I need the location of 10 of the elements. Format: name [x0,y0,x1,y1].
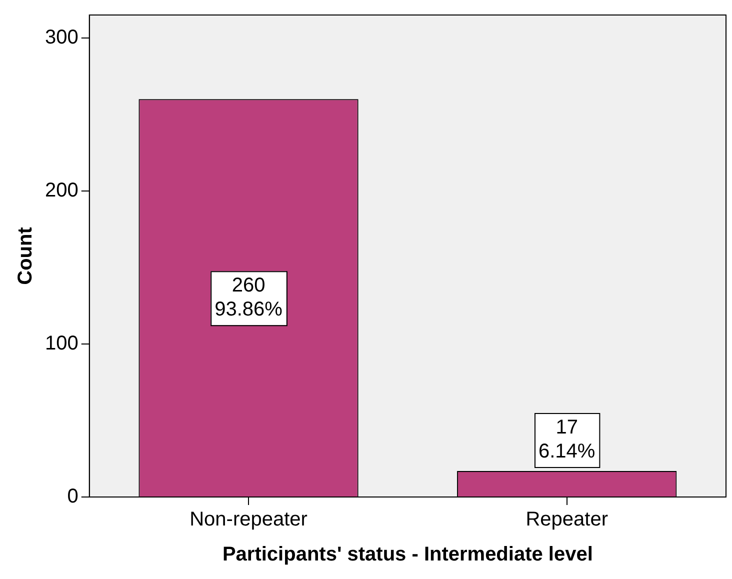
y-tick-label: 300 [44,26,78,48]
data-label: 17 6.14% [538,416,596,463]
y-axis-title: Count [14,226,37,285]
y-tick-label: 0 [67,486,78,508]
y-tick-label: 100 [44,332,78,354]
x-tick-label: Repeater [526,508,608,531]
x-tick-label: Non-repeater [190,508,308,531]
data-label: 260 93.86% [214,274,283,321]
y-tick-label: 200 [44,179,78,202]
x-axis-title: Participants' status - Intermediate level [222,544,593,566]
